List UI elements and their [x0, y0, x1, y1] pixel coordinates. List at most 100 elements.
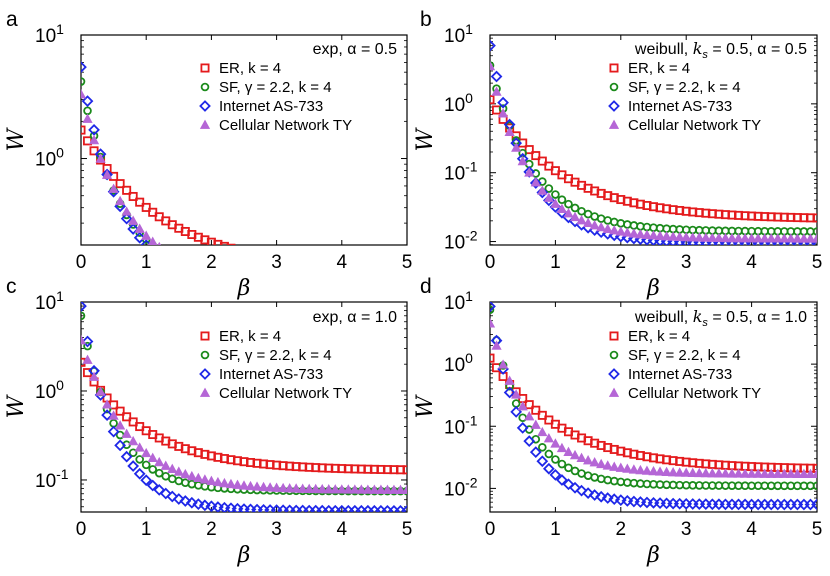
- data-point: [265, 274, 274, 282]
- data-point: [628, 464, 639, 474]
- data-point: [531, 151, 541, 161]
- data-point: [279, 279, 288, 288]
- data-point: [396, 280, 405, 289]
- data-point: [194, 262, 203, 270]
- legend-marker: [199, 368, 211, 380]
- data-point: [766, 233, 777, 243]
- data-point: [550, 198, 561, 208]
- data-point: [134, 442, 145, 452]
- data-point: [524, 411, 535, 421]
- data-point: [271, 482, 282, 492]
- legend-entry: Internet AS-733: [628, 98, 732, 115]
- data-point: [404, 276, 411, 283]
- data-point: [280, 275, 287, 282]
- data-point: [312, 275, 319, 282]
- data-point: [265, 279, 274, 288]
- series-diamond: [81, 61, 405, 289]
- legend-entry: SF, γ = 2.2, k = 4: [628, 347, 741, 364]
- data-point: [121, 428, 132, 438]
- data-point: [569, 449, 581, 460]
- legend-entry: Internet AS-733: [219, 98, 323, 115]
- data-point: [504, 126, 515, 137]
- data-point: [375, 484, 387, 494]
- data-point: [544, 184, 554, 193]
- data-point: [687, 232, 698, 242]
- data-point: [564, 199, 573, 209]
- data-point: [337, 280, 346, 289]
- data-point: [238, 480, 250, 490]
- data-point: [733, 232, 744, 243]
- data-point: [674, 467, 685, 477]
- data-point: [186, 470, 197, 481]
- data-point: [120, 450, 133, 463]
- legend-entry: SF, γ = 2.2, k = 4: [219, 347, 332, 364]
- y-axis-label: W: [4, 393, 29, 418]
- data-point: [524, 145, 534, 155]
- data-point: [490, 39, 496, 52]
- data-point: [779, 468, 790, 478]
- data-point: [141, 202, 151, 212]
- legend-title: exp, α = 1.0: [313, 309, 398, 326]
- data-point: [622, 463, 633, 473]
- data-point: [199, 474, 210, 484]
- x-tick-label: 5: [812, 519, 823, 540]
- x-tick-label: 2: [206, 252, 217, 273]
- data-point: [668, 231, 679, 241]
- data-point: [511, 389, 522, 399]
- series-square: [81, 125, 391, 271]
- data-point: [384, 264, 391, 271]
- x-tick-label: 2: [616, 252, 627, 273]
- data-point: [779, 233, 790, 243]
- legend-entry: Cellular Network TY: [219, 385, 352, 402]
- data-point: [364, 276, 371, 283]
- data-point: [161, 256, 170, 265]
- data-point: [388, 484, 400, 494]
- data-point: [180, 468, 191, 479]
- data-point: [240, 248, 247, 255]
- data-point: [108, 183, 119, 193]
- data-point: [225, 478, 237, 489]
- data-point: [798, 233, 810, 243]
- data-point: [772, 233, 783, 243]
- data-point: [538, 443, 547, 452]
- data-point: [159, 487, 172, 500]
- data-point: [115, 179, 125, 189]
- data-point: [395, 484, 406, 494]
- legend-marker: [608, 368, 620, 380]
- legend: exp, α = 1.0 ER, k = 4 SF, γ = 2.2, k = 4 I…: [199, 309, 398, 402]
- data-point: [766, 468, 777, 478]
- data-point: [293, 275, 300, 282]
- data-point: [344, 277, 353, 285]
- data-point: [161, 247, 170, 255]
- data-point: [127, 223, 140, 235]
- data-point: [273, 274, 280, 281]
- data-point: [213, 274, 222, 283]
- x-tick-label: 2: [616, 519, 627, 540]
- data-point: [179, 495, 192, 507]
- legend-marker: [199, 387, 211, 397]
- data-point: [628, 228, 639, 238]
- data-point: [181, 257, 190, 265]
- data-point: [530, 177, 541, 187]
- data-point: [83, 341, 92, 351]
- data-point: [609, 225, 620, 235]
- data-point: [146, 479, 159, 492]
- data-point: [260, 252, 267, 259]
- data-point: [317, 483, 328, 494]
- data-point: [329, 504, 342, 512]
- data-point: [753, 468, 764, 478]
- data-point: [332, 276, 339, 283]
- data-point: [544, 161, 554, 171]
- legend-marker: [608, 119, 620, 129]
- data-point: [557, 459, 567, 469]
- data-point: [122, 185, 132, 195]
- data-point: [187, 268, 196, 277]
- data-point: [805, 468, 816, 478]
- data-point: [713, 468, 725, 478]
- data-point: [251, 481, 263, 491]
- data-point: [357, 277, 366, 285]
- data-point: [370, 277, 379, 285]
- data-point: [511, 399, 521, 408]
- x-tick-label: 0: [485, 519, 496, 540]
- x-tick-label: 0: [485, 252, 496, 273]
